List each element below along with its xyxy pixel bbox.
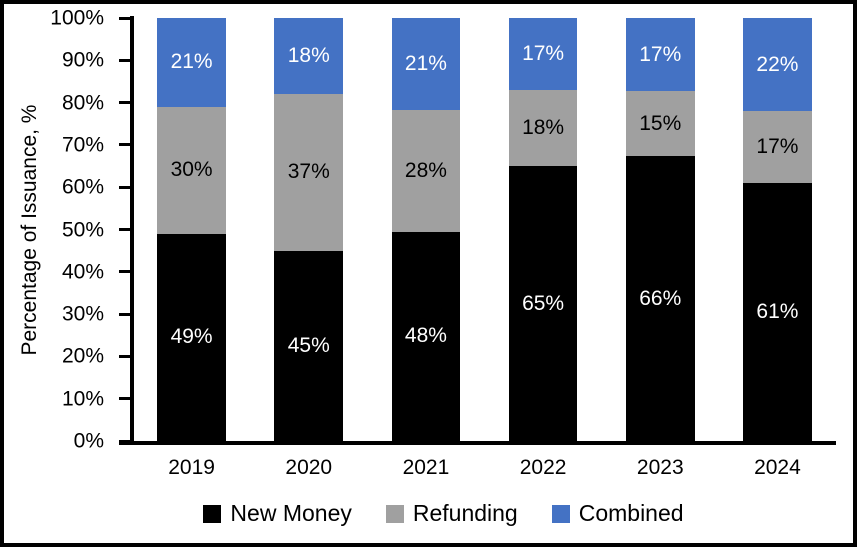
bar-segment-combined-2019: 21% xyxy=(157,18,226,107)
y-tick-mark xyxy=(119,58,131,62)
legend-label: Combined xyxy=(578,500,684,526)
data-label: 15% xyxy=(639,111,682,135)
data-label: 21% xyxy=(170,50,213,74)
bar-2022: 65% 18% 17% xyxy=(508,18,578,441)
bar-segment-combined-2022: 17% xyxy=(508,18,578,90)
x-tick-label-2021: 2021 xyxy=(402,456,450,479)
legend: New Money Refunding Combined xyxy=(4,500,853,527)
data-label: 49% xyxy=(170,325,213,349)
bar-slot-2020: 45% 37% 18% xyxy=(250,18,367,441)
y-tick-label: 50% xyxy=(61,218,104,241)
y-tick-mark xyxy=(119,143,131,147)
data-label: 61% xyxy=(756,299,799,323)
y-tick-mark xyxy=(119,439,131,443)
legend-swatch-icon xyxy=(385,504,404,523)
x-tick-label-2019: 2019 xyxy=(168,456,215,479)
y-tick-mark xyxy=(119,397,131,401)
y-axis-line xyxy=(130,16,134,445)
x-tick-label-2022: 2022 xyxy=(519,456,567,479)
x-axis-labels: 2019 2020 2021 2022 2023 2024 xyxy=(133,456,836,484)
bar-segment-combined-2020: 18% xyxy=(274,18,344,95)
bar-segment-refunding-2024: 17% xyxy=(743,111,812,183)
y-tick-mark xyxy=(119,185,131,189)
y-tick-label: 80% xyxy=(61,91,104,115)
data-label: 30% xyxy=(170,158,213,182)
x-tick-label-2023: 2023 xyxy=(636,456,684,479)
bar-segment-new-money-2023: 66% xyxy=(626,156,695,441)
bar-2023: 66% 15% 17% xyxy=(626,18,695,441)
bar-segment-new-money-2024: 61% xyxy=(743,182,812,441)
bar-segment-refunding-2022: 18% xyxy=(508,89,578,167)
bar-segment-new-money-2020: 45% xyxy=(274,250,344,441)
data-label: 17% xyxy=(522,41,565,65)
y-tick-label: 60% xyxy=(61,175,104,199)
x-axis-line xyxy=(119,441,836,445)
bar-segment-new-money-2022: 65% xyxy=(508,166,578,441)
bar-2020: 45% 37% 18% xyxy=(274,18,344,441)
y-tick-mark xyxy=(119,228,131,231)
data-label: 28% xyxy=(404,158,447,182)
y-tick-mark xyxy=(119,101,131,105)
y-tick-label: 100% xyxy=(50,6,104,30)
data-label: 17% xyxy=(639,42,682,66)
bar-2021: 48% 28% 21% xyxy=(391,18,461,441)
bar-2024: 61% 17% 22% xyxy=(743,18,812,441)
bar-segment-refunding-2021: 28% xyxy=(391,109,461,232)
bar-slot-2021: 48% 28% 21% xyxy=(367,18,484,441)
y-tick-mark xyxy=(119,270,131,274)
bar-segment-refunding-2023: 15% xyxy=(626,91,695,157)
bar-segment-combined-2023: 17% xyxy=(626,18,695,92)
y-tick-label: 70% xyxy=(61,133,104,157)
x-tick-label-2020: 2020 xyxy=(285,456,333,479)
bar-segment-refunding-2019: 30% xyxy=(157,106,226,234)
legend-swatch-icon xyxy=(203,504,222,523)
y-tick-label: 90% xyxy=(61,48,104,72)
bar-segment-new-money-2019: 49% xyxy=(157,233,226,441)
legend-label: New Money xyxy=(230,500,352,526)
legend-item-combined: Combined xyxy=(551,500,684,527)
data-label: 65% xyxy=(522,291,565,315)
y-tick-label: 10% xyxy=(61,387,104,411)
data-label: 18% xyxy=(287,44,330,68)
y-tick-mark xyxy=(119,354,131,358)
legend-swatch-icon xyxy=(551,504,570,523)
data-label: 17% xyxy=(756,135,799,159)
data-label: 66% xyxy=(639,286,682,310)
data-label: 37% xyxy=(287,160,330,184)
x-tick-label-2024: 2024 xyxy=(754,456,801,479)
y-tick-label: 20% xyxy=(61,344,104,368)
data-label: 18% xyxy=(522,116,565,139)
bar-segment-refunding-2020: 37% xyxy=(274,94,344,251)
legend-item-refunding: Refunding xyxy=(385,500,518,527)
data-label: 22% xyxy=(756,52,799,76)
bar-slot-2019: 49% 30% 21% xyxy=(133,18,250,441)
bar-segment-combined-2024: 22% xyxy=(743,18,812,112)
bar-slot-2024: 61% 17% 22% xyxy=(719,18,836,441)
bar-segment-new-money-2021: 48% xyxy=(391,231,461,441)
bar-slot-2023: 66% 15% 17% xyxy=(602,18,719,441)
bar-slot-2022: 65% 18% 17% xyxy=(485,18,602,441)
y-tick-label: 40% xyxy=(61,260,104,284)
bar-segment-combined-2021: 21% xyxy=(391,18,461,110)
legend-item-new-money: New Money xyxy=(203,500,352,527)
plot-area: 49% 30% 21% 45% 37% 18% 48% 28% 21% 65% 18% 17% 66% 1… xyxy=(133,18,836,441)
data-label: 48% xyxy=(404,324,447,348)
data-label: 21% xyxy=(404,51,447,75)
legend-label: Refunding xyxy=(412,500,518,526)
y-tick-mark xyxy=(119,312,131,316)
y-tick-mark xyxy=(119,16,131,20)
data-label: 45% xyxy=(287,333,330,357)
bar-2019: 49% 30% 21% xyxy=(157,18,226,441)
y-tick-label: 30% xyxy=(61,302,104,326)
y-tick-label: 0% xyxy=(73,429,104,453)
